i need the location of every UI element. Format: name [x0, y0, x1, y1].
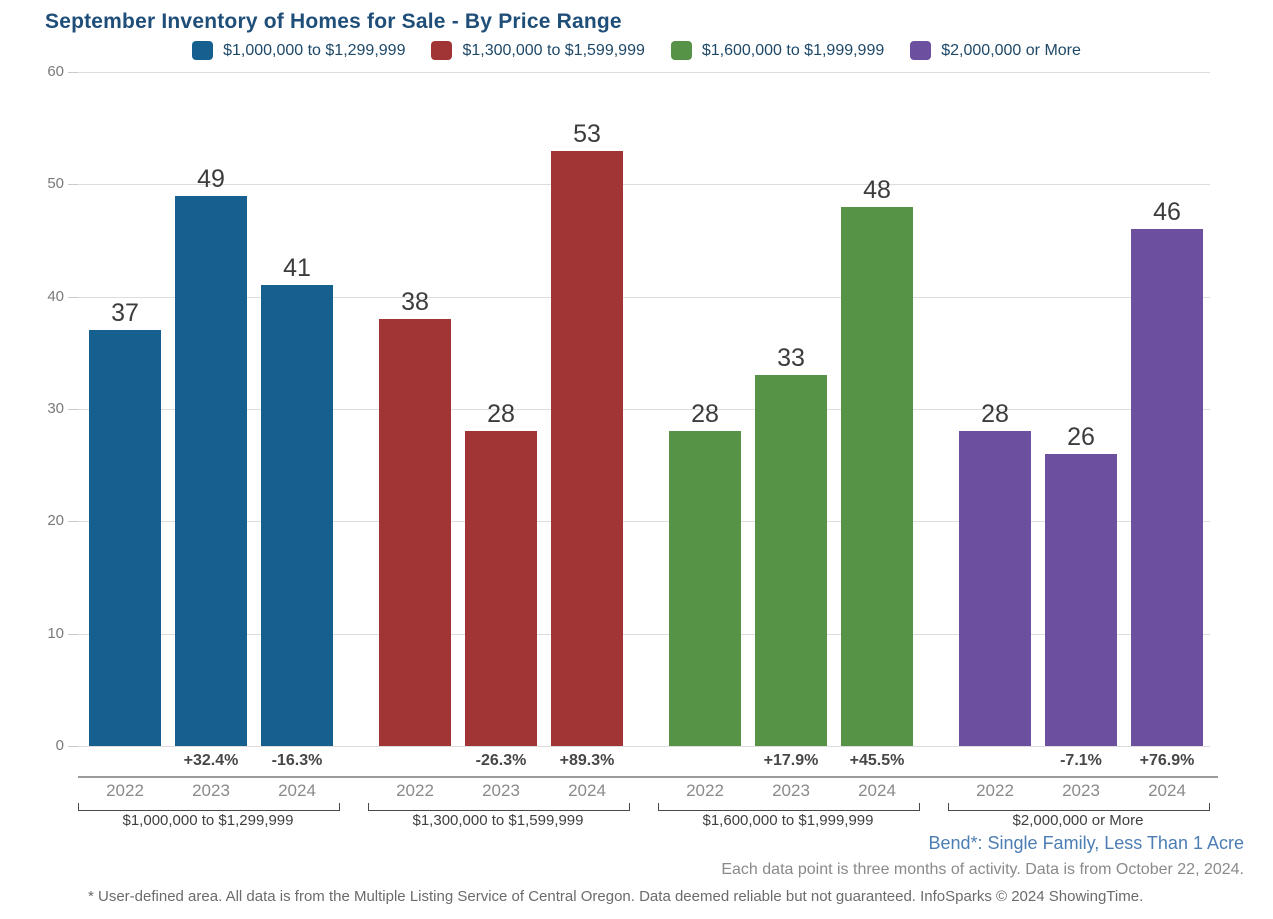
- group-label: $1,300,000 to $1,599,999: [412, 812, 584, 829]
- bar-value-label: 48: [863, 175, 891, 204]
- pct-change-label: +45.5%: [849, 752, 905, 769]
- area-note: Bend*: Single Family, Less Than 1 Acre: [928, 833, 1244, 853]
- bar-value-label: 49: [197, 164, 225, 193]
- bar-value-label: 38: [401, 288, 429, 317]
- bar--1-000-000-to-1-299-999-2023[interactable]: [175, 195, 247, 746]
- year-label: 2022: [396, 781, 434, 800]
- group-label: $1,600,000 to $1,999,999: [702, 812, 874, 829]
- bar--1-600-000-to-1-999-999-2024[interactable]: [841, 206, 913, 746]
- group-bracket: [78, 803, 340, 811]
- group-bracket: [948, 803, 1210, 811]
- bar--1-000-000-to-1-299-999-2024[interactable]: [261, 285, 333, 746]
- bar-value-label: 37: [111, 299, 139, 328]
- legend-label: $1,300,000 to $1,599,999: [462, 41, 645, 59]
- activity-note: Each data point is three months of activ…: [721, 861, 1244, 878]
- gridline: [78, 521, 1210, 523]
- bar-value-label: 41: [283, 254, 311, 283]
- y-axis-tick-label: 50: [47, 175, 64, 193]
- year-label: 2024: [1148, 781, 1186, 800]
- bar--1-600-000-to-1-999-999-2022[interactable]: [669, 431, 741, 746]
- legend-item[interactable]: $1,600,000 to $1,999,999: [670, 41, 885, 60]
- legend-swatch-icon: [910, 41, 932, 60]
- pct-change-label: +32.4%: [183, 752, 239, 769]
- gridline: [78, 746, 1210, 747]
- gridline: [78, 72, 1210, 73]
- bar-value-label: 28: [691, 400, 719, 429]
- bar-value-label: 46: [1153, 198, 1181, 227]
- year-label: 2022: [976, 781, 1014, 800]
- legend-item[interactable]: $1,300,000 to $1,599,999: [431, 41, 645, 60]
- pct-change-label: +17.9%: [763, 752, 819, 769]
- y-axis-tick-label: 20: [47, 512, 64, 530]
- group-label: $2,000,000 or More: [1012, 812, 1144, 829]
- year-label: 2022: [106, 781, 144, 800]
- y-axis-tick: [68, 184, 78, 186]
- plot-area: 37 49 41 38 28 53 28 33 48 28 26 46: [78, 72, 1210, 747]
- legend-label: $1,000,000 to $1,299,999: [223, 41, 406, 59]
- gridline: [78, 633, 1210, 635]
- year-label: 2023: [772, 781, 810, 800]
- legend-swatch-icon: [192, 41, 214, 60]
- legend-label: $1,600,000 to $1,999,999: [701, 41, 885, 59]
- bar-value-label: 33: [777, 344, 805, 373]
- y-axis-tick-label: 40: [47, 287, 64, 305]
- y-axis-tick-label: 30: [47, 400, 64, 417]
- y-axis-tick-label: 10: [47, 624, 64, 642]
- year-label: 2024: [858, 781, 896, 800]
- y-axis-tick: [68, 633, 78, 635]
- bar--2-000-000-or-more-2022[interactable]: [959, 431, 1031, 746]
- legend-item[interactable]: $2,000,000 or More: [910, 41, 1081, 60]
- gridline: [78, 296, 1210, 298]
- bar-value-label: 28: [981, 400, 1009, 429]
- bar--1-300-000-to-1-599-999-2024[interactable]: [551, 150, 623, 746]
- bar--1-300-000-to-1-599-999-2022[interactable]: [379, 319, 451, 746]
- bar--1-600-000-to-1-999-999-2023[interactable]: [755, 375, 827, 746]
- year-label: 2023: [1062, 781, 1100, 800]
- legend-swatch-icon: [670, 41, 692, 60]
- year-label: 2024: [278, 781, 316, 800]
- page-title: September Inventory of Homes for Sale - …: [45, 10, 622, 33]
- legend-swatch-icon: [431, 41, 453, 60]
- axis-divider-line: [78, 776, 1218, 778]
- year-label: 2023: [482, 781, 520, 800]
- group-bracket: [368, 803, 630, 811]
- disclaimer: * User-defined area. All data is from th…: [88, 888, 1144, 905]
- gridline: [78, 409, 1210, 410]
- group-label: $1,000,000 to $1,299,999: [122, 812, 294, 829]
- year-label: 2023: [192, 781, 230, 800]
- group-bracket: [658, 803, 920, 811]
- year-label: 2022: [686, 781, 724, 800]
- bar--2-000-000-or-more-2023[interactable]: [1045, 453, 1117, 746]
- y-axis-tick: [68, 521, 78, 523]
- pct-change-label: -7.1%: [1060, 752, 1102, 769]
- bar--1-000-000-to-1-299-999-2022[interactable]: [89, 330, 161, 746]
- pct-change-label: +89.3%: [559, 752, 615, 769]
- bar-value-label: 26: [1067, 422, 1095, 451]
- year-label: 2024: [568, 781, 606, 800]
- bar--2-000-000-or-more-2024[interactable]: [1131, 229, 1203, 746]
- legend: $1,000,000 to $1,299,999 $1,300,000 to $1…: [0, 41, 1273, 60]
- pct-change-label: -16.3%: [271, 752, 323, 769]
- bar--1-300-000-to-1-599-999-2023[interactable]: [465, 431, 537, 746]
- y-axis-tick-label: 0: [55, 737, 64, 754]
- gridline: [78, 184, 1210, 186]
- y-axis-tick: [68, 296, 78, 298]
- pct-change-label: -26.3%: [475, 752, 527, 769]
- legend-item[interactable]: $1,000,000 to $1,299,999: [192, 41, 405, 60]
- y-axis-tick: [68, 409, 78, 410]
- y-axis-tick: [68, 746, 78, 747]
- bar-value-label: 53: [573, 119, 601, 148]
- legend-label: $2,000,000 or More: [941, 41, 1081, 59]
- y-axis-tick: [68, 72, 78, 73]
- bar-value-label: 28: [487, 400, 515, 429]
- pct-change-label: +76.9%: [1139, 752, 1195, 769]
- y-axis-tick-label: 60: [47, 63, 64, 80]
